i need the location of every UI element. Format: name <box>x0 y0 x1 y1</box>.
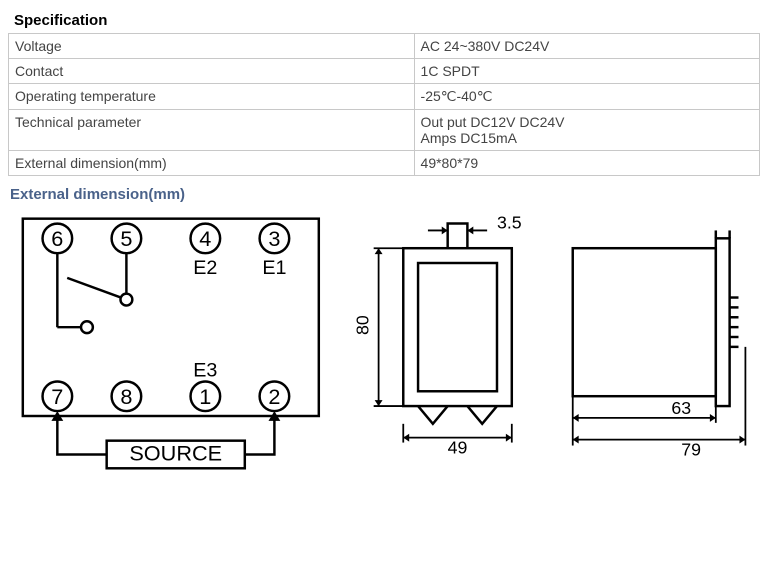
spec-table: Voltage AC 24~380V DC24V Contact 1C SPDT… <box>8 33 760 176</box>
spec-row-value: 1C SPDT <box>414 59 759 84</box>
terminal-label: E2 <box>193 257 217 279</box>
source-label: SOURCE <box>129 440 222 465</box>
terminal-num: 8 <box>120 384 132 409</box>
spec-row-label: External dimension(mm) <box>9 151 415 176</box>
dim-tab-width: 3.5 <box>497 212 522 232</box>
spec-row-value: -25℃-40℃ <box>414 84 759 110</box>
terminal-num: 2 <box>268 384 280 409</box>
dim-width: 49 <box>448 437 468 457</box>
terminal-num: 3 <box>268 226 280 251</box>
dim-depth-outer: 79 <box>681 439 701 459</box>
spec-row-value: AC 24~380V DC24V <box>414 34 759 59</box>
spec-row-label: Operating temperature <box>9 84 415 110</box>
dim-height: 80 <box>353 315 373 335</box>
spec-header: Specification <box>8 8 760 33</box>
spec-row-label: Technical parameter <box>9 110 415 151</box>
terminal-label: E1 <box>262 257 286 279</box>
diagram-title: External dimension(mm) <box>10 186 760 203</box>
spec-row-label: Contact <box>9 59 415 84</box>
circuit-diagram: 6 5 4 3 7 8 1 2 E2 E1 E3 SOURCE <box>8 207 343 477</box>
spec-row-label: Voltage <box>9 34 415 59</box>
terminal-num: 4 <box>199 226 211 251</box>
front-view-diagram: 3.5 80 49 <box>349 207 546 467</box>
terminal-label: E3 <box>193 360 217 382</box>
side-view-diagram: 63 79 <box>553 207 760 467</box>
terminal-num: 7 <box>51 384 63 409</box>
terminal-num: 1 <box>199 384 211 409</box>
spec-row-value: Out put DC12V DC24V Amps DC15mA <box>414 110 759 151</box>
terminal-num: 6 <box>51 226 63 251</box>
spec-row-value: 49*80*79 <box>414 151 759 176</box>
terminal-num: 5 <box>120 226 132 251</box>
dim-depth-inner: 63 <box>671 398 691 418</box>
